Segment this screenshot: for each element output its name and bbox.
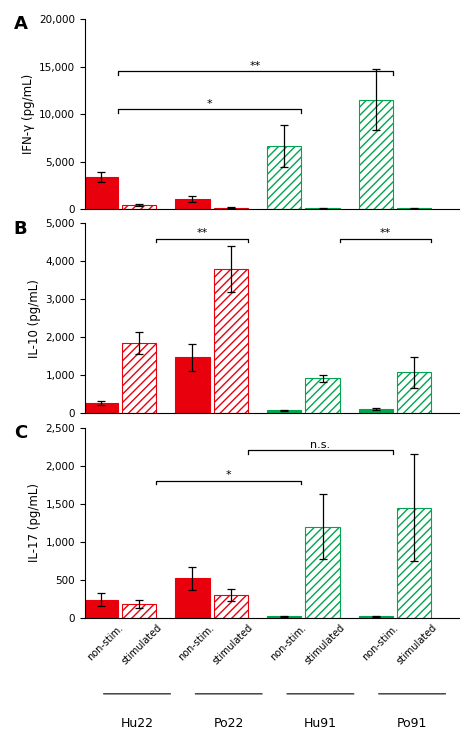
- Y-axis label: IFN-γ (pg/mL): IFN-γ (pg/mL): [22, 74, 35, 154]
- Bar: [305, 378, 339, 414]
- Bar: [359, 616, 393, 618]
- Text: *: *: [226, 470, 231, 480]
- Text: Hu22: Hu22: [120, 717, 154, 730]
- Text: B: B: [14, 220, 27, 237]
- Y-axis label: IL-10 (pg/mL): IL-10 (pg/mL): [28, 279, 41, 358]
- Bar: [175, 578, 210, 618]
- Bar: [397, 373, 431, 414]
- Bar: [175, 198, 210, 209]
- Bar: [305, 526, 339, 618]
- Text: *: *: [207, 99, 212, 108]
- Bar: [84, 600, 118, 618]
- Bar: [122, 205, 156, 209]
- Bar: [305, 208, 339, 209]
- Bar: [214, 269, 248, 414]
- Bar: [175, 357, 210, 414]
- Bar: [267, 411, 301, 414]
- Text: **: **: [250, 61, 261, 70]
- Bar: [84, 403, 118, 414]
- Bar: [214, 208, 248, 209]
- Text: **: **: [380, 228, 391, 238]
- Bar: [397, 208, 431, 209]
- Bar: [267, 146, 301, 209]
- Y-axis label: IL-17 (pg/mL): IL-17 (pg/mL): [28, 483, 41, 562]
- Text: Po22: Po22: [213, 717, 244, 730]
- Text: n.s.: n.s.: [310, 440, 330, 449]
- Bar: [359, 409, 393, 414]
- Bar: [122, 343, 156, 414]
- Text: Po91: Po91: [397, 717, 427, 730]
- Bar: [84, 177, 118, 209]
- Bar: [359, 100, 393, 209]
- Bar: [214, 595, 248, 618]
- Bar: [122, 604, 156, 618]
- Text: A: A: [14, 15, 27, 33]
- Bar: [267, 616, 301, 618]
- Text: **: **: [196, 228, 208, 238]
- Text: Hu91: Hu91: [304, 717, 337, 730]
- Bar: [397, 507, 431, 618]
- Text: C: C: [14, 424, 27, 442]
